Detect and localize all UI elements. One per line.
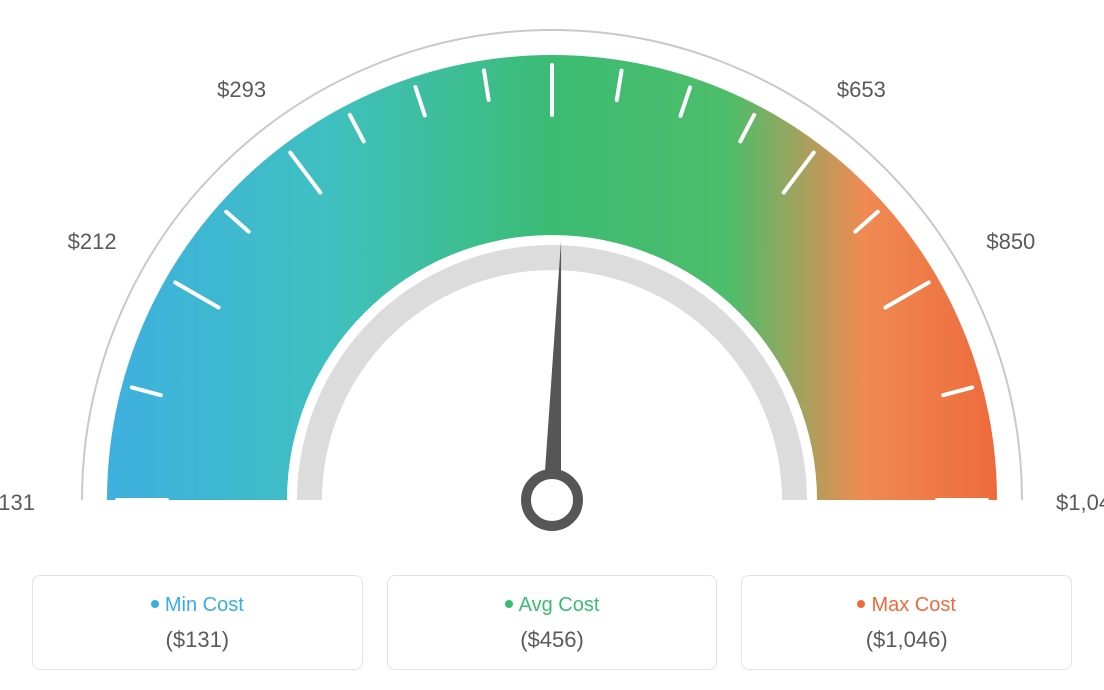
legend-title: Avg Cost [398,594,707,617]
tick-label: $850 [986,229,1035,255]
legend-title: Max Cost [752,594,1061,617]
legend-card: Min Cost ($131) [32,575,363,670]
legend-card: Avg Cost ($456) [387,575,718,670]
gauge-area: $131 $212 $293 $456 $653 $850 $1,046 [0,0,1104,560]
tick-label: $1,046 [1056,490,1104,516]
legend-dot-icon [857,600,865,608]
legend-value: ($1,046) [752,627,1061,653]
legend-value: ($456) [398,627,707,653]
legend-title: Min Cost [43,594,352,617]
legend-card: Max Cost ($1,046) [741,575,1072,670]
needle [543,240,561,500]
legend-value: ($131) [43,627,352,653]
tick-label: $212 [68,229,117,255]
legend-dot-icon [151,600,159,608]
tick-label: $131 [0,490,35,516]
legend-dot-icon [505,600,513,608]
tick-label: $456 [526,0,575,2]
legend-title-text: Max Cost [871,594,955,616]
legend-title-text: Avg Cost [519,594,600,616]
legend-row: Min Cost ($131) Avg Cost ($456) Max Cost ($1,… [32,575,1072,670]
tick-label: $293 [217,77,266,103]
gauge-chart-container: $131 $212 $293 $456 $653 $850 $1,046 Min Cost (… [0,0,1104,690]
legend-title-text: Min Cost [165,594,244,616]
needle-hub [526,474,578,526]
gauge-svg [0,0,1104,560]
tick-label: $653 [837,77,886,103]
